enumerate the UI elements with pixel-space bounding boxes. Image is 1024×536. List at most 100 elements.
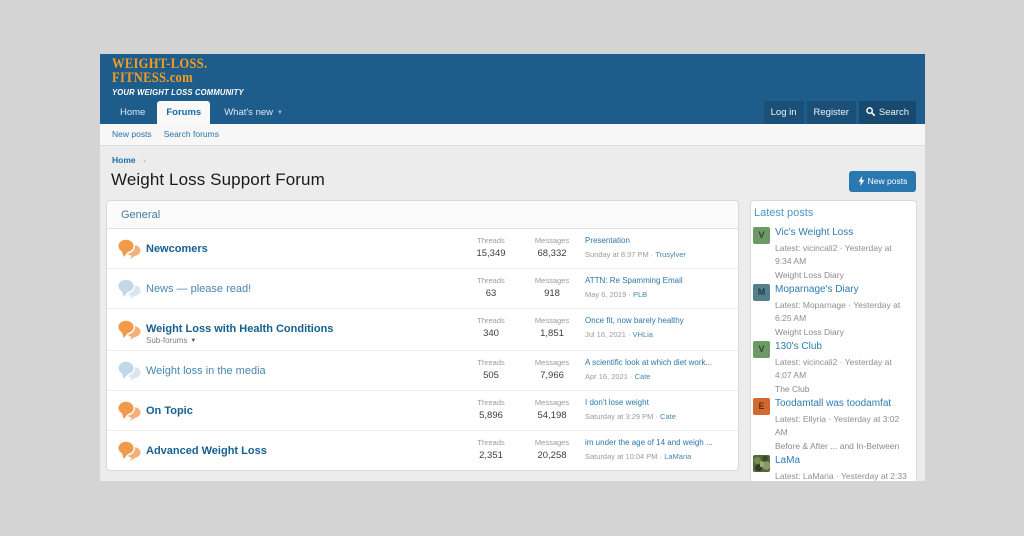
site-logo[interactable]: WEIGHT-LOSS. FITNESS.com YOUR WEIGHT LOS…	[112, 56, 258, 97]
forum-title[interactable]: News — please read!	[146, 282, 252, 295]
messages-stat: Messages 20,258	[534, 438, 570, 461]
last-post: ATTN: Re Spamming Email May 6, 2019 · PL…	[585, 276, 737, 299]
latest-post-forum: Before & After ... and In-Between	[775, 441, 900, 451]
messages-stat: Messages 68,332	[534, 236, 570, 259]
last-post-title[interactable]: I don't lose weight	[585, 398, 649, 407]
forum-row-health-conditions: Weight Loss with Health Conditions Sub-f…	[107, 309, 738, 351]
nav-tab-whats-new[interactable]: What's new ▼	[224, 107, 283, 118]
latest-post-thread-title[interactable]: Toodamtall was toodamfat	[775, 398, 892, 409]
last-post: Presentation Sunday at 8:37 PM · Trusylv…	[585, 236, 737, 259]
logo-tagline: YOUR WEIGHT LOSS COMMUNITY	[112, 87, 244, 97]
last-post-title[interactable]: ATTN: Re Spamming Email	[585, 276, 683, 285]
last-post-title[interactable]: A scientific look at which diet work...	[585, 358, 713, 367]
nav-tab-forums[interactable]: Forums	[157, 101, 211, 124]
last-post: im under the age of 14 and weigh ... Sat…	[585, 438, 737, 461]
last-post-user[interactable]: Trusylver	[655, 250, 686, 259]
messages-stat: Messages 918	[534, 276, 570, 299]
last-post-user[interactable]: PLB	[632, 290, 648, 299]
search-button[interactable]: Search	[858, 101, 916, 124]
chevron-right-icon: ›	[143, 156, 146, 165]
forum-category-block: General Newcomers Threads 15,349 Message…	[106, 200, 739, 471]
logo-line1: WEIGHT-LOSS.	[112, 56, 208, 72]
lightning-icon	[858, 176, 865, 186]
threads-stat: Threads 505	[477, 358, 505, 381]
chevron-down-icon: ▼	[277, 110, 283, 116]
new-posts-button[interactable]: New posts	[849, 171, 916, 192]
forum-unread-icon	[117, 399, 141, 421]
latest-post-meta: Latest: vicincali2 · Yesterday at 9:34 A…	[775, 243, 892, 266]
forum-title[interactable]: Weight loss in the media	[146, 364, 266, 377]
latest-post-item: LaMa Latest: LaMaria · Yesterday at 2:33	[751, 455, 916, 481]
latest-post-item: M Moparnage's Diary Latest: Moparnage · …	[751, 284, 916, 341]
threads-stat: Threads 340	[477, 316, 505, 339]
nav-tab-home[interactable]: Home	[120, 107, 146, 118]
last-post-user[interactable]: Cate	[660, 412, 676, 421]
threads-stat: Threads 63	[477, 276, 505, 299]
site-header: WEIGHT-LOSS. FITNESS.com YOUR WEIGHT LOS…	[100, 54, 925, 124]
latest-post-thread-title[interactable]: Vic's Weight Loss	[775, 227, 854, 238]
caret-down-icon: ▼	[190, 338, 197, 344]
latest-post-meta: Latest: Ellyria · Yesterday at 3:02 AM	[775, 414, 900, 437]
page-title: Weight Loss Support Forum	[111, 170, 325, 189]
latest-post-thread-title[interactable]: Moparnage's Diary	[775, 284, 859, 295]
latest-post-thread-title[interactable]: LaMa	[775, 455, 801, 466]
forum-row-on-topic: On Topic Threads 5,896 Messages 54,198 I…	[107, 391, 738, 431]
forum-unread-icon	[117, 440, 141, 461]
breadcrumb: Home ›	[112, 155, 146, 165]
latest-post-forum: The Club	[775, 384, 810, 394]
avatar[interactable]: E	[753, 398, 770, 415]
latest-post-meta: Latest: LaMaria · Yesterday at 2:33	[775, 471, 907, 481]
forum-title[interactable]: Weight Loss with Health Conditions	[146, 323, 334, 335]
subforums-toggle[interactable]: Sub-forums ▼	[146, 336, 197, 345]
latest-post-thread-title[interactable]: 130's Club	[775, 341, 822, 352]
avatar-photo[interactable]	[753, 455, 770, 472]
visitor-nav: Log in Register Search	[761, 101, 916, 124]
forum-row-news: News — please read! Threads 63 Messages …	[107, 269, 738, 309]
avatar[interactable]: V	[753, 227, 770, 244]
forum-read-icon	[117, 359, 141, 381]
threads-stat: Threads 2,351	[477, 438, 505, 461]
subnav-new-posts[interactable]: New posts	[112, 129, 152, 139]
forum-title[interactable]: Newcomers	[146, 242, 208, 255]
last-post-user[interactable]: Cate	[634, 372, 651, 381]
threads-stat: Threads 5,896	[477, 398, 505, 421]
last-post: Once fit, now barely healthy Jul 16, 202…	[585, 316, 737, 339]
latest-post-forum: Weight Loss Diary	[775, 270, 844, 280]
forum-unread-icon	[117, 318, 141, 340]
latest-posts-widget: Latest posts V Vic's Weight Loss Latest:…	[750, 200, 917, 481]
last-post-user[interactable]: VHLia	[632, 330, 653, 339]
latest-post-item: V 130's Club Latest: vicincali2 · Yester…	[751, 341, 916, 398]
forum-row-advanced: Advanced Weight Loss Threads 2,351 Messa…	[107, 431, 738, 471]
forum-row-media: Weight loss in the media Threads 505 Mes…	[107, 351, 738, 391]
sub-nav: New posts Search forums	[100, 124, 925, 146]
search-icon	[866, 107, 876, 117]
messages-stat: Messages 1,851	[534, 316, 570, 339]
last-post-user[interactable]: LaMaria	[664, 452, 692, 461]
forum-row-newcomers: Newcomers Threads 15,349 Messages 68,332…	[107, 229, 738, 269]
last-post-title[interactable]: Once fit, now barely healthy	[585, 316, 684, 325]
subnav-search-forums[interactable]: Search forums	[163, 129, 219, 139]
last-post-title[interactable]: Presentation	[585, 236, 630, 245]
avatar[interactable]: V	[753, 341, 770, 358]
latest-post-meta: Latest: vicincali2 · Yesterday at 4:07 A…	[775, 357, 892, 380]
forum-title[interactable]: On Topic	[146, 404, 193, 417]
avatar[interactable]: M	[753, 284, 770, 301]
forum-read-icon	[117, 277, 141, 299]
forum-unread-icon	[117, 237, 141, 259]
category-header[interactable]: General	[107, 201, 738, 229]
last-post-title[interactable]: im under the age of 14 and weigh ...	[585, 438, 713, 447]
browser-viewport: WEIGHT-LOSS. FITNESS.com YOUR WEIGHT LOS…	[100, 54, 925, 481]
latest-post-item: E Toodamtall was toodamfat Latest: Ellyr…	[751, 398, 916, 455]
messages-stat: Messages 7,966	[534, 358, 570, 381]
messages-stat: Messages 54,198	[534, 398, 570, 421]
last-post: I don't lose weight Saturday at 3:29 PM …	[585, 398, 737, 421]
register-button[interactable]: Register	[806, 101, 856, 124]
logo-line2: FITNESS.com	[112, 69, 193, 86]
breadcrumb-home[interactable]: Home	[112, 155, 136, 165]
latest-post-meta: Latest: Moparnage · Yesterday at 6:25 AM	[775, 300, 901, 323]
latest-post-forum: Weight Loss Diary	[775, 327, 844, 337]
latest-posts-title: Latest posts	[754, 207, 814, 219]
forum-title[interactable]: Advanced Weight Loss	[146, 445, 267, 457]
login-button[interactable]: Log in	[763, 101, 804, 124]
